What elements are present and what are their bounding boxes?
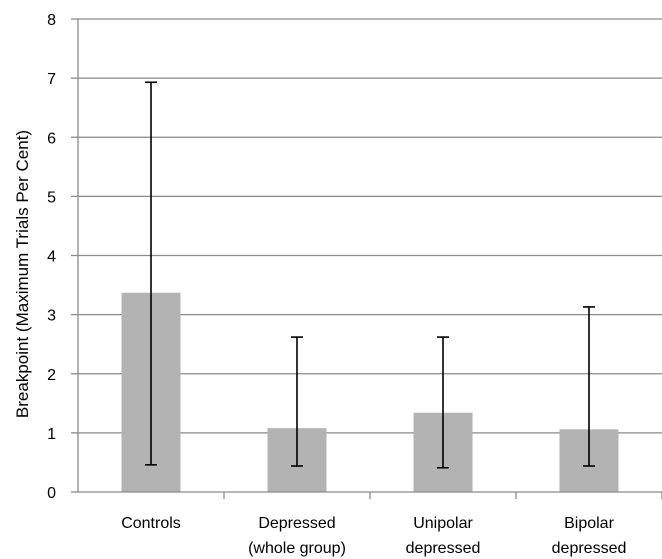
y-tick-label: 4 <box>47 249 56 266</box>
category-label: depressed <box>552 540 627 557</box>
category-label: Bipolar <box>564 515 614 532</box>
axes <box>71 18 662 499</box>
error-bars <box>145 81 595 469</box>
y-tick-label: 5 <box>47 189 56 206</box>
y-tick-labels: 0 1 2 3 4 5 6 7 8 <box>47 12 56 502</box>
y-tick-label: 2 <box>47 367 56 384</box>
category-label: Unipolar <box>413 515 473 532</box>
category-label: Controls <box>121 515 181 532</box>
category-label: (whole group) <box>248 540 346 557</box>
y-tick-label: 0 <box>47 485 56 502</box>
y-tick-label: 7 <box>47 71 56 88</box>
y-tick-label: 8 <box>47 12 56 29</box>
category-label: depressed <box>406 540 481 557</box>
bars <box>121 292 619 492</box>
y-tick-label: 6 <box>47 130 56 147</box>
y-axis-title: Breakpoint (Maximum Trials Per Cent) <box>13 130 32 418</box>
category-labels: Controls Depressed (whole group) Unipolar de… <box>121 515 626 557</box>
y-tick-label: 1 <box>47 426 56 443</box>
category-label: Depressed <box>258 515 335 532</box>
y-tick-label: 3 <box>47 308 56 325</box>
